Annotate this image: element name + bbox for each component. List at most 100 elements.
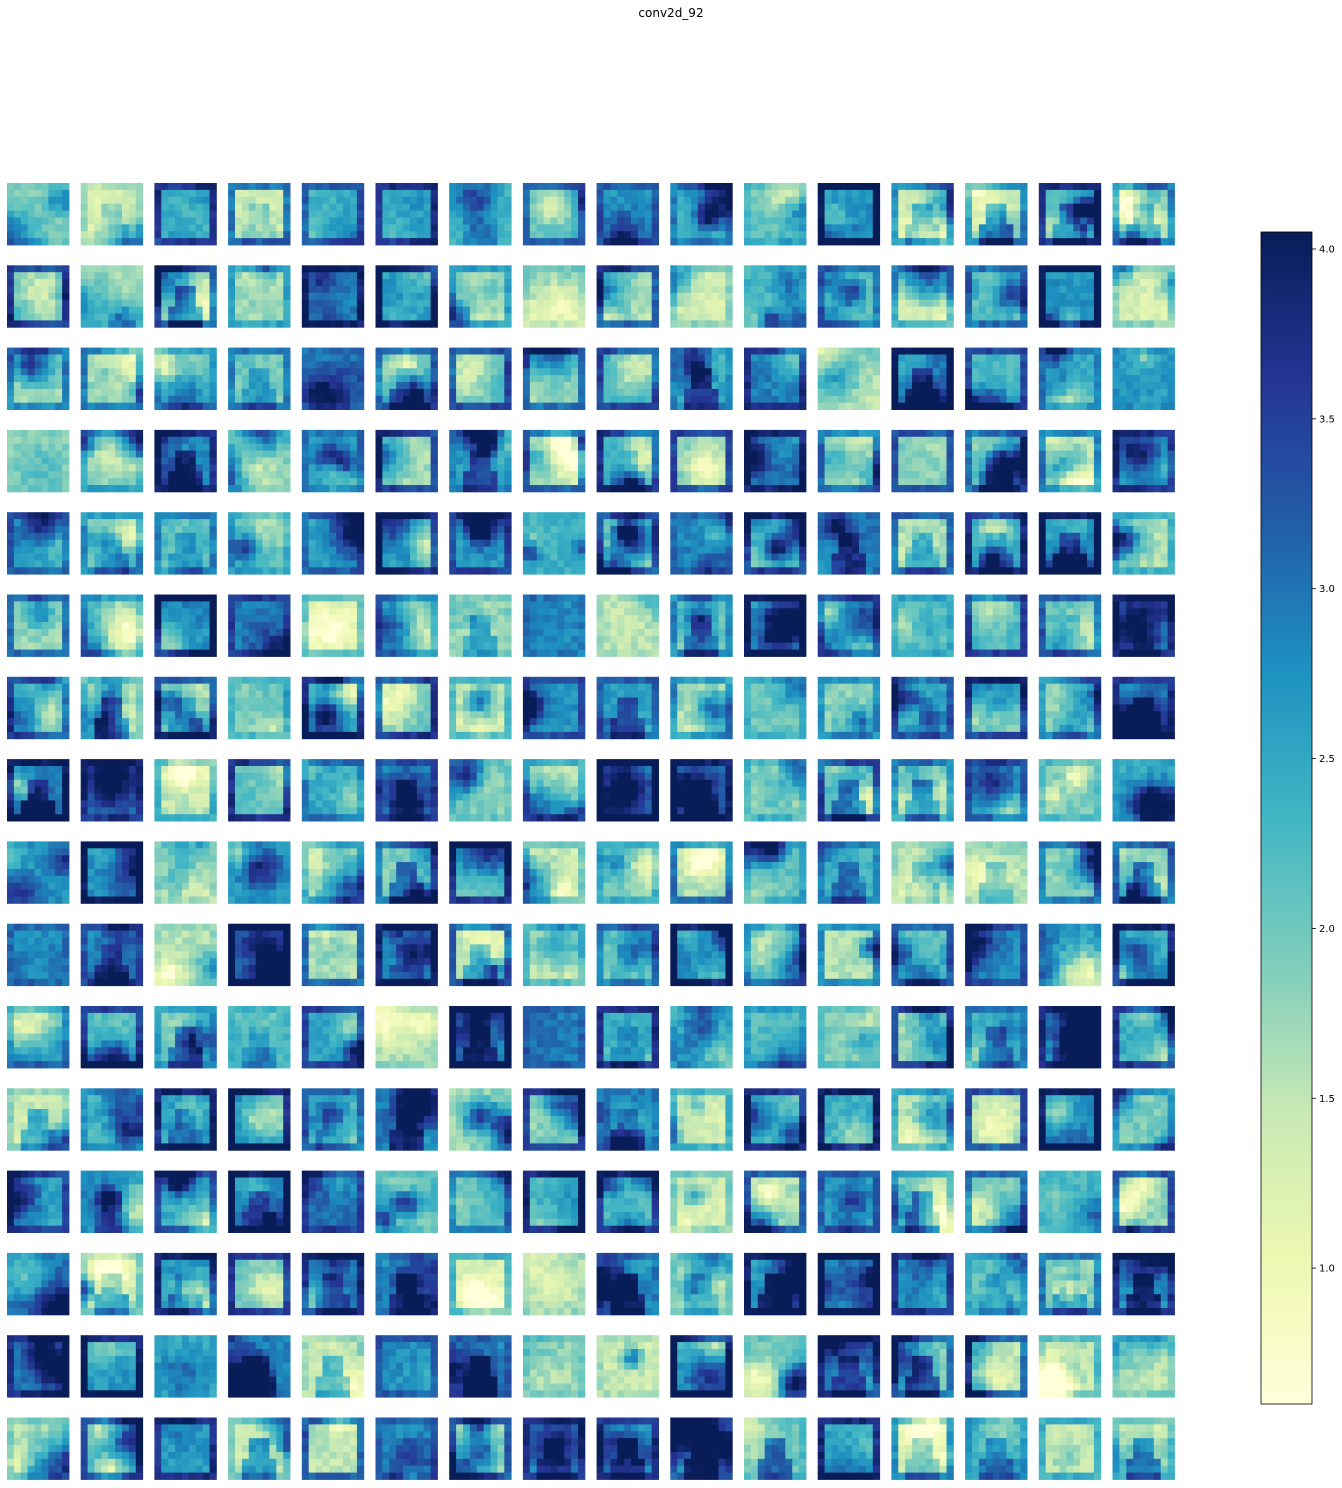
feature-map-54 bbox=[375, 429, 438, 493]
feature-map-176 bbox=[1112, 1006, 1175, 1069]
feature-map-188 bbox=[817, 1088, 881, 1151]
feature-map-196 bbox=[228, 1170, 291, 1233]
feature-map-182 bbox=[375, 1088, 438, 1151]
feature-map-95 bbox=[1038, 594, 1102, 657]
feature-map-116 bbox=[228, 759, 291, 822]
feature-map-75 bbox=[744, 512, 807, 575]
feature-map-206 bbox=[965, 1170, 1028, 1233]
feature-map-158 bbox=[965, 923, 1028, 987]
feature-map-203 bbox=[744, 1170, 807, 1233]
feature-map-98 bbox=[80, 676, 144, 740]
feature-map-81 bbox=[7, 594, 70, 657]
feature-map-175 bbox=[1038, 1006, 1102, 1069]
feature-map-170 bbox=[670, 1006, 733, 1069]
feature-map-56 bbox=[522, 429, 586, 493]
feature-map-162 bbox=[80, 1006, 144, 1069]
feature-map-93 bbox=[891, 594, 954, 657]
feature-map-11 bbox=[744, 183, 807, 246]
feature-map-52 bbox=[228, 429, 291, 493]
feature-map-205 bbox=[891, 1170, 954, 1233]
feature-map-165 bbox=[301, 1006, 365, 1069]
feature-map-68 bbox=[228, 512, 291, 575]
feature-map-151 bbox=[449, 923, 512, 987]
feature-map-157 bbox=[891, 923, 954, 987]
feature-map-197 bbox=[301, 1170, 365, 1233]
feature-map-63 bbox=[1038, 429, 1102, 493]
feature-map-134 bbox=[375, 841, 438, 904]
feature-map-202 bbox=[670, 1170, 733, 1233]
feature-map-185 bbox=[596, 1088, 659, 1151]
feature-map-18 bbox=[80, 265, 144, 328]
feature-map-187 bbox=[744, 1088, 807, 1151]
feature-map-201 bbox=[596, 1170, 659, 1233]
feature-map-112 bbox=[1112, 676, 1175, 740]
feature-map-20 bbox=[228, 265, 291, 328]
feature-map-115 bbox=[154, 759, 217, 822]
feature-map-164 bbox=[228, 1006, 291, 1069]
feature-map-106 bbox=[670, 676, 733, 740]
feature-map-22 bbox=[375, 265, 438, 328]
feature-map-30 bbox=[965, 265, 1028, 328]
feature-map-204 bbox=[817, 1170, 881, 1233]
feature-map-193 bbox=[7, 1170, 70, 1233]
feature-map-198 bbox=[375, 1170, 438, 1233]
feature-map-65 bbox=[7, 512, 70, 575]
feature-map-73 bbox=[596, 512, 659, 575]
feature-map-190 bbox=[965, 1088, 1028, 1151]
feature-map-136 bbox=[522, 841, 586, 904]
feature-map-45 bbox=[891, 347, 954, 410]
feature-map-179 bbox=[154, 1088, 217, 1151]
feature-map-9 bbox=[596, 183, 659, 246]
feature-map-35 bbox=[154, 347, 217, 410]
feature-map-137 bbox=[596, 841, 659, 904]
feature-map-144 bbox=[1112, 841, 1175, 904]
feature-map-105 bbox=[596, 676, 659, 740]
feature-map-1 bbox=[7, 183, 70, 246]
feature-map-189 bbox=[891, 1088, 954, 1151]
feature-map-42 bbox=[670, 347, 733, 410]
feature-map-53 bbox=[301, 429, 365, 493]
feature-map-109 bbox=[891, 676, 954, 740]
feature-map-156 bbox=[817, 923, 881, 987]
feature-map-41 bbox=[596, 347, 659, 410]
feature-map-166 bbox=[375, 1006, 438, 1069]
feature-map-145 bbox=[7, 923, 70, 987]
colorbar-gradient bbox=[1260, 231, 1313, 1405]
feature-map-101 bbox=[301, 676, 365, 740]
feature-map-14 bbox=[965, 183, 1028, 246]
feature-map-200 bbox=[522, 1170, 586, 1233]
feature-map-168 bbox=[522, 1006, 586, 1069]
feature-map-138 bbox=[670, 841, 733, 904]
feature-map-86 bbox=[375, 594, 438, 657]
feature-map-26 bbox=[670, 265, 733, 328]
feature-map-128 bbox=[1112, 759, 1175, 822]
feature-map-32 bbox=[1112, 265, 1175, 328]
feature-map-84 bbox=[228, 594, 291, 657]
colorbar-tick-label: 1.5 bbox=[1319, 1094, 1335, 1105]
feature-map-4 bbox=[228, 183, 291, 246]
feature-map-13 bbox=[891, 183, 954, 246]
feature-map-132 bbox=[228, 841, 291, 904]
feature-map-131 bbox=[154, 841, 217, 904]
feature-map-66 bbox=[80, 512, 144, 575]
feature-map-61 bbox=[891, 429, 954, 493]
feature-map-25 bbox=[596, 265, 659, 328]
feature-map-177 bbox=[7, 1088, 70, 1151]
feature-map-184 bbox=[522, 1088, 586, 1151]
feature-map-113 bbox=[7, 759, 70, 822]
feature-map-50 bbox=[80, 429, 144, 493]
feature-map-149 bbox=[301, 923, 365, 987]
feature-map-47 bbox=[1038, 347, 1102, 410]
feature-map-40 bbox=[522, 347, 586, 410]
feature-map-17 bbox=[7, 265, 70, 328]
feature-map-181 bbox=[301, 1088, 365, 1151]
feature-map-148 bbox=[228, 923, 291, 987]
feature-map-28 bbox=[817, 265, 881, 328]
feature-map-59 bbox=[744, 429, 807, 493]
feature-map-118 bbox=[375, 759, 438, 822]
feature-map-111 bbox=[1038, 676, 1102, 740]
feature-map-77 bbox=[891, 512, 954, 575]
feature-map-60 bbox=[817, 429, 881, 493]
feature-map-199 bbox=[449, 1170, 512, 1233]
